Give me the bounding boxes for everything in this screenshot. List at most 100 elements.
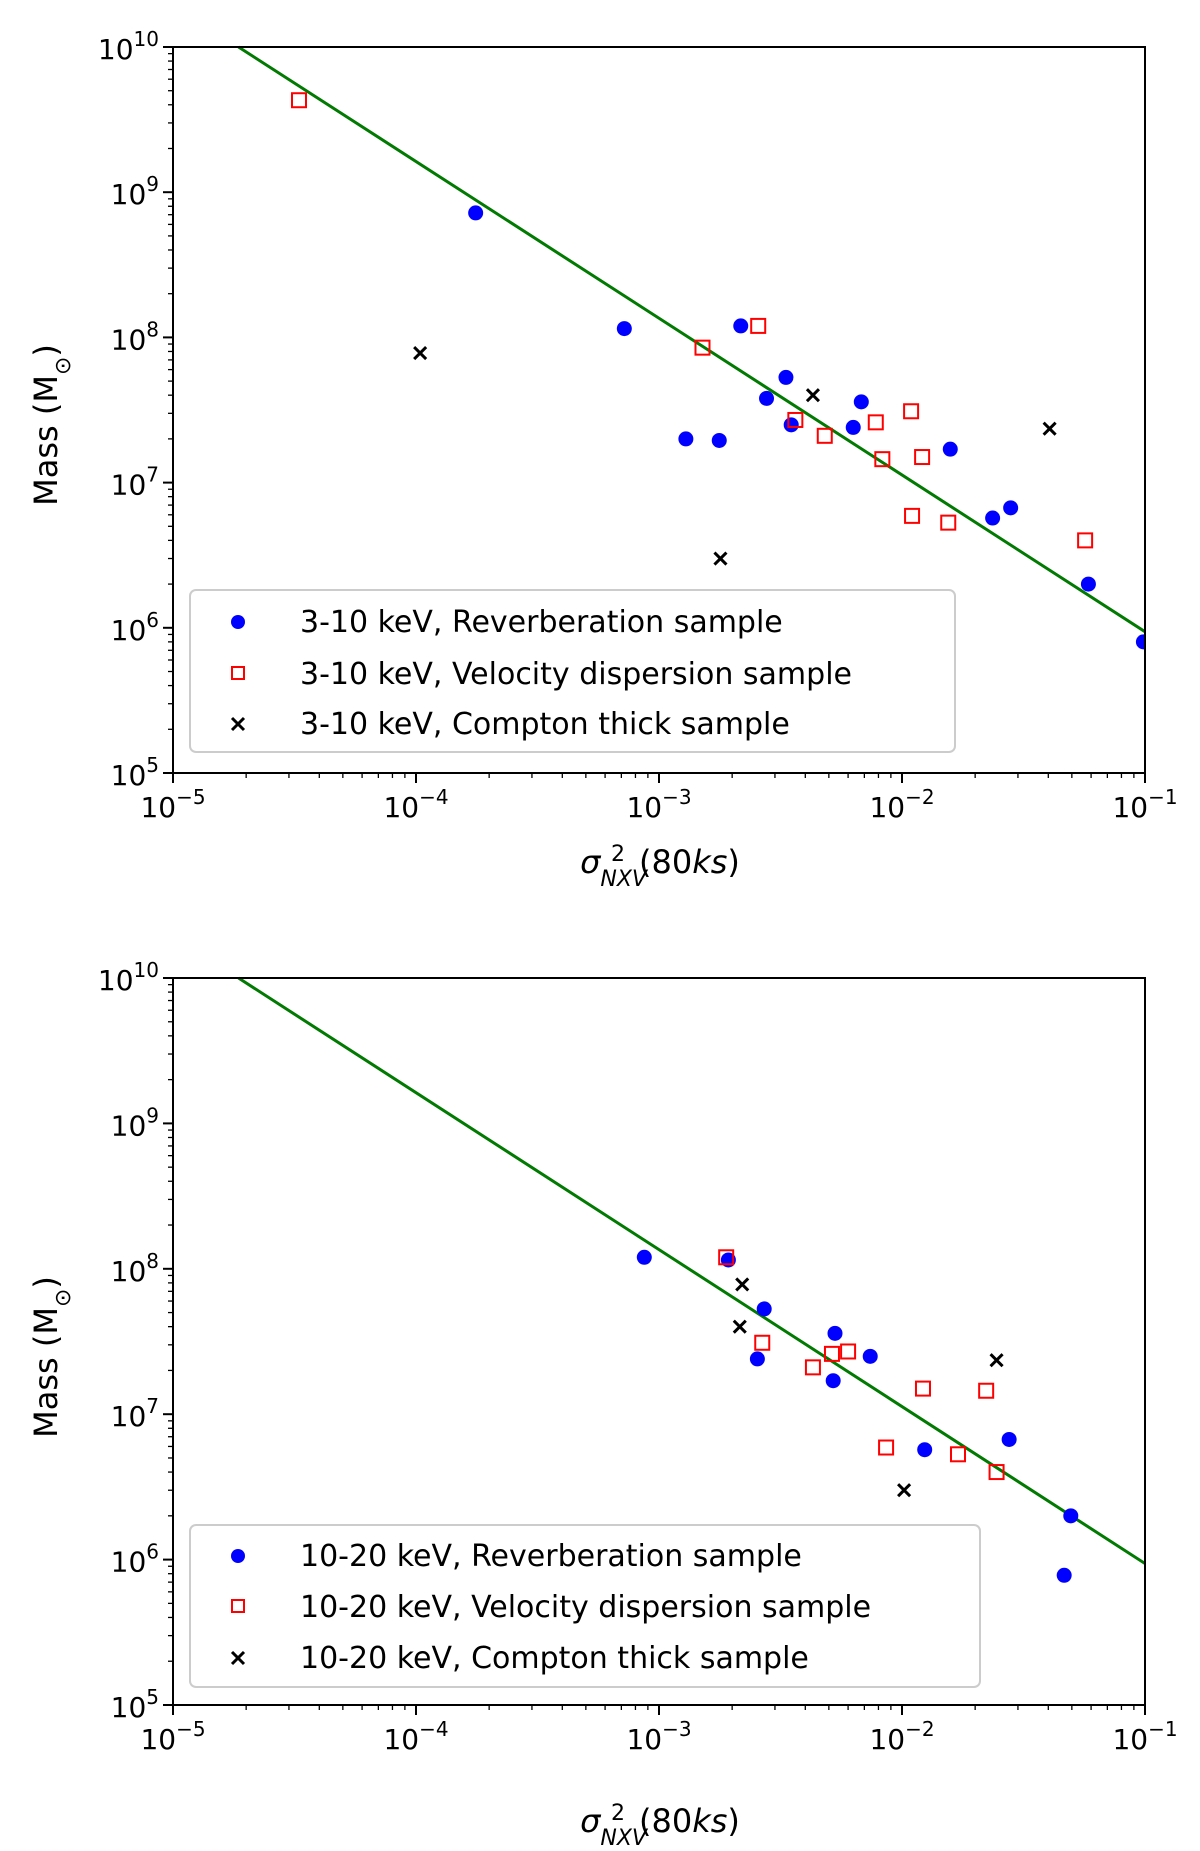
y-tick-label: 105: [111, 1685, 159, 1724]
reverberation-point: [917, 1442, 933, 1458]
reverberation-point: [759, 390, 775, 406]
compton-thick-point: [805, 388, 820, 403]
x-tick-label: 10−4: [383, 1717, 448, 1756]
velocity-dispersion-point: [914, 1380, 931, 1397]
reverberation-point: [1135, 634, 1145, 650]
reverberation-point: [749, 1351, 765, 1367]
x-tick-label: 10−1: [1112, 785, 1177, 824]
bottom-legend-label-2: 10-20 keV, Velocity dispersion sample: [300, 1590, 871, 1625]
compton-thick-point: [989, 1353, 1004, 1368]
compton-thick-point: [735, 1277, 750, 1292]
x-tick-label: 10−3: [626, 785, 691, 824]
velocity-dispersion-point: [903, 403, 920, 420]
x-tick-label: 10−2: [869, 1717, 934, 1756]
reverberation-point: [942, 441, 958, 457]
top-x-axis-label: σNXV2 (80ks): [580, 842, 740, 892]
top-legend-label-1: 3-10 keV, Reverberation sample: [300, 605, 783, 640]
reverberation-point: [783, 417, 799, 433]
x-tick-label: 10−4: [383, 785, 448, 824]
x-tick-label: 10−3: [626, 1717, 691, 1756]
velocity-dispersion-point: [823, 1345, 840, 1362]
legend-x-marker: [230, 1650, 246, 1666]
velocity-dispersion-point: [988, 1464, 1005, 1481]
x-tick-label: 10−5: [140, 1717, 205, 1756]
reverberation-point: [825, 1373, 841, 1389]
velocity-dispersion-point: [694, 339, 711, 356]
bottom-data-points: [636, 1249, 1079, 1583]
top-plot-frame: [172, 46, 1146, 774]
top-data-points: [290, 92, 1145, 650]
y-tick-label: 108: [111, 317, 159, 356]
velocity-dispersion-point: [904, 507, 921, 524]
x-tick-label: 10−5: [140, 785, 205, 824]
velocity-dispersion-point: [949, 1446, 966, 1463]
compton-thick-point: [732, 1319, 747, 1334]
reverberation-point: [756, 1301, 772, 1317]
legend-circle-marker: [231, 1549, 245, 1563]
top-legend: 3-10 keV, Reverberation sample 3-10 keV,…: [189, 589, 956, 753]
legend-square-marker: [231, 1599, 245, 1613]
velocity-dispersion-point: [914, 449, 931, 466]
legend-circle-marker: [231, 615, 245, 629]
bottom-legend-label-3: 10-20 keV, Compton thick sample: [300, 1641, 809, 1676]
velocity-dispersion-point: [718, 1249, 735, 1266]
legend-square-marker: [231, 666, 245, 680]
top-fit-line: [237, 45, 1146, 633]
reverberation-point: [1063, 1508, 1079, 1524]
reverberation-point: [1056, 1567, 1072, 1583]
bottom-y-axis-label: Mass (M⊙): [27, 1276, 76, 1438]
reverberation-point: [1001, 1431, 1017, 1447]
reverberation-point: [862, 1348, 878, 1364]
bottom-legend-label-1: 10-20 keV, Reverberation sample: [300, 1539, 802, 1574]
top-y-tick-labels: 105 106 107 108 109 1010: [98, 27, 159, 792]
top-legend-box: [189, 589, 956, 753]
bottom-y-tick-labels: 105 106 107 108 109 1010: [98, 958, 159, 1724]
y-tick-label: 109: [111, 1103, 159, 1142]
reverberation-point: [711, 432, 727, 448]
velocity-dispersion-point: [804, 1359, 821, 1376]
velocity-dispersion-point: [787, 411, 804, 428]
reverberation-point: [1080, 576, 1096, 592]
bottom-x-axis-label: σNXV2 (80ks): [580, 1801, 740, 1851]
reverberation-point: [733, 318, 749, 334]
bottom-legend-box: [189, 1524, 981, 1688]
reverberation-point: [636, 1249, 652, 1265]
top-legend-label-2: 3-10 keV, Velocity dispersion sample: [300, 657, 852, 692]
y-tick-label: 1010: [98, 27, 159, 66]
reverberation-point: [616, 321, 632, 337]
top-panel: 10−5 10−4 10−3 10−2 10−1 105 106 107 108 109 1010…: [27, 27, 1178, 892]
reverberation-point: [853, 394, 869, 410]
velocity-dispersion-point: [290, 92, 307, 109]
velocity-dispersion-point: [1077, 532, 1094, 549]
reverberation-point: [1003, 500, 1019, 516]
x-tick-label: 10−1: [1112, 1717, 1177, 1756]
y-tick-label: 105: [111, 753, 159, 792]
y-tick-label: 107: [111, 1394, 159, 1433]
velocity-dispersion-point: [874, 451, 891, 468]
x-tick-label: 10−2: [869, 785, 934, 824]
reverberation-point: [468, 205, 484, 221]
bottom-x-tick-labels: 10−5 10−4 10−3 10−2 10−1: [140, 1717, 1177, 1756]
velocity-dispersion-point: [750, 317, 767, 334]
compton-thick-point: [413, 346, 428, 361]
legend-x-marker: [230, 716, 246, 732]
velocity-dispersion-point: [840, 1343, 857, 1360]
bottom-plot-frame: [172, 977, 1146, 1706]
top-y-axis-label: Mass (M⊙): [27, 344, 76, 506]
bottom-fit-line: [237, 976, 1146, 1565]
bottom-legend: 10-20 keV, Reverberation sample 10-20 ke…: [189, 1524, 981, 1688]
velocity-dispersion-point: [867, 414, 884, 431]
y-tick-label: 108: [111, 1249, 159, 1288]
velocity-dispersion-point: [978, 1382, 995, 1399]
y-tick-label: 1010: [98, 958, 159, 997]
reverberation-point: [678, 431, 694, 447]
y-tick-label: 106: [111, 608, 159, 647]
reverberation-point: [778, 369, 794, 385]
reverberation-point: [827, 1325, 843, 1341]
y-tick-label: 106: [111, 1540, 159, 1579]
compton-thick-point: [1042, 421, 1057, 436]
bottom-panel: 10−5 10−4 10−3 10−2 10−1 105 106 107 108 109 1010…: [27, 958, 1178, 1851]
velocity-dispersion-point: [754, 1334, 771, 1351]
reverberation-point: [985, 510, 1001, 526]
